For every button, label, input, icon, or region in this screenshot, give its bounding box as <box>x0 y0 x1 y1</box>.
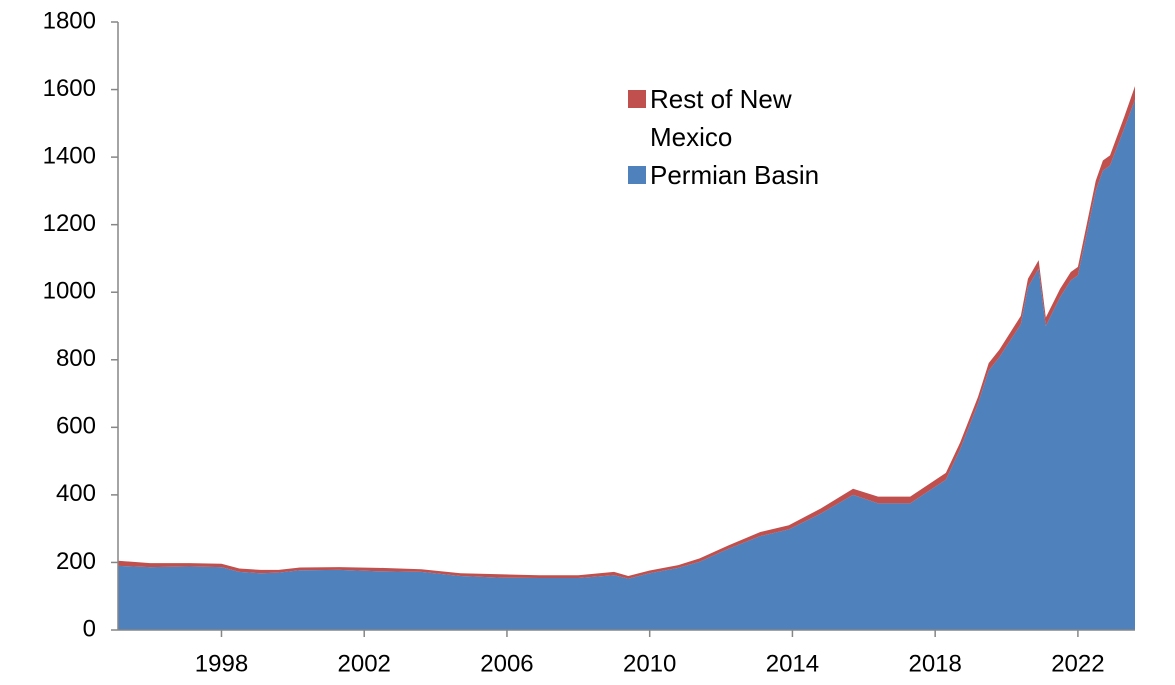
y-tick-label: 400 <box>56 480 96 507</box>
y-tick-label: 200 <box>56 548 96 575</box>
x-tick-label: 2002 <box>338 650 391 677</box>
legend-swatch <box>628 166 646 184</box>
legend: Rest of New Mexico Permian Basin <box>628 80 843 194</box>
legend-swatch <box>628 90 646 108</box>
legend-label: Rest of New Mexico <box>650 84 792 152</box>
y-tick-label: 1000 <box>43 278 96 305</box>
x-tick-label: 2006 <box>480 650 533 677</box>
y-tick-label: 800 <box>56 345 96 372</box>
y-tick-label: 0 <box>83 615 96 642</box>
y-tick-label: 1400 <box>43 142 96 169</box>
legend-item: Permian Basin <box>628 156 843 194</box>
x-tick-label: 2018 <box>908 650 961 677</box>
y-tick-label: 1200 <box>43 210 96 237</box>
legend-item: Rest of New Mexico <box>628 80 843 156</box>
x-tick-label: 2022 <box>1051 650 1104 677</box>
y-tick-label: 1800 <box>43 7 96 34</box>
legend-label: Permian Basin <box>650 160 820 190</box>
y-tick-label: 600 <box>56 413 96 440</box>
x-tick-label: 1998 <box>195 650 248 677</box>
x-tick-label: 2014 <box>766 650 819 677</box>
y-tick-label: 1600 <box>43 75 96 102</box>
area <box>118 99 1135 630</box>
x-tick-label: 2010 <box>623 650 676 677</box>
